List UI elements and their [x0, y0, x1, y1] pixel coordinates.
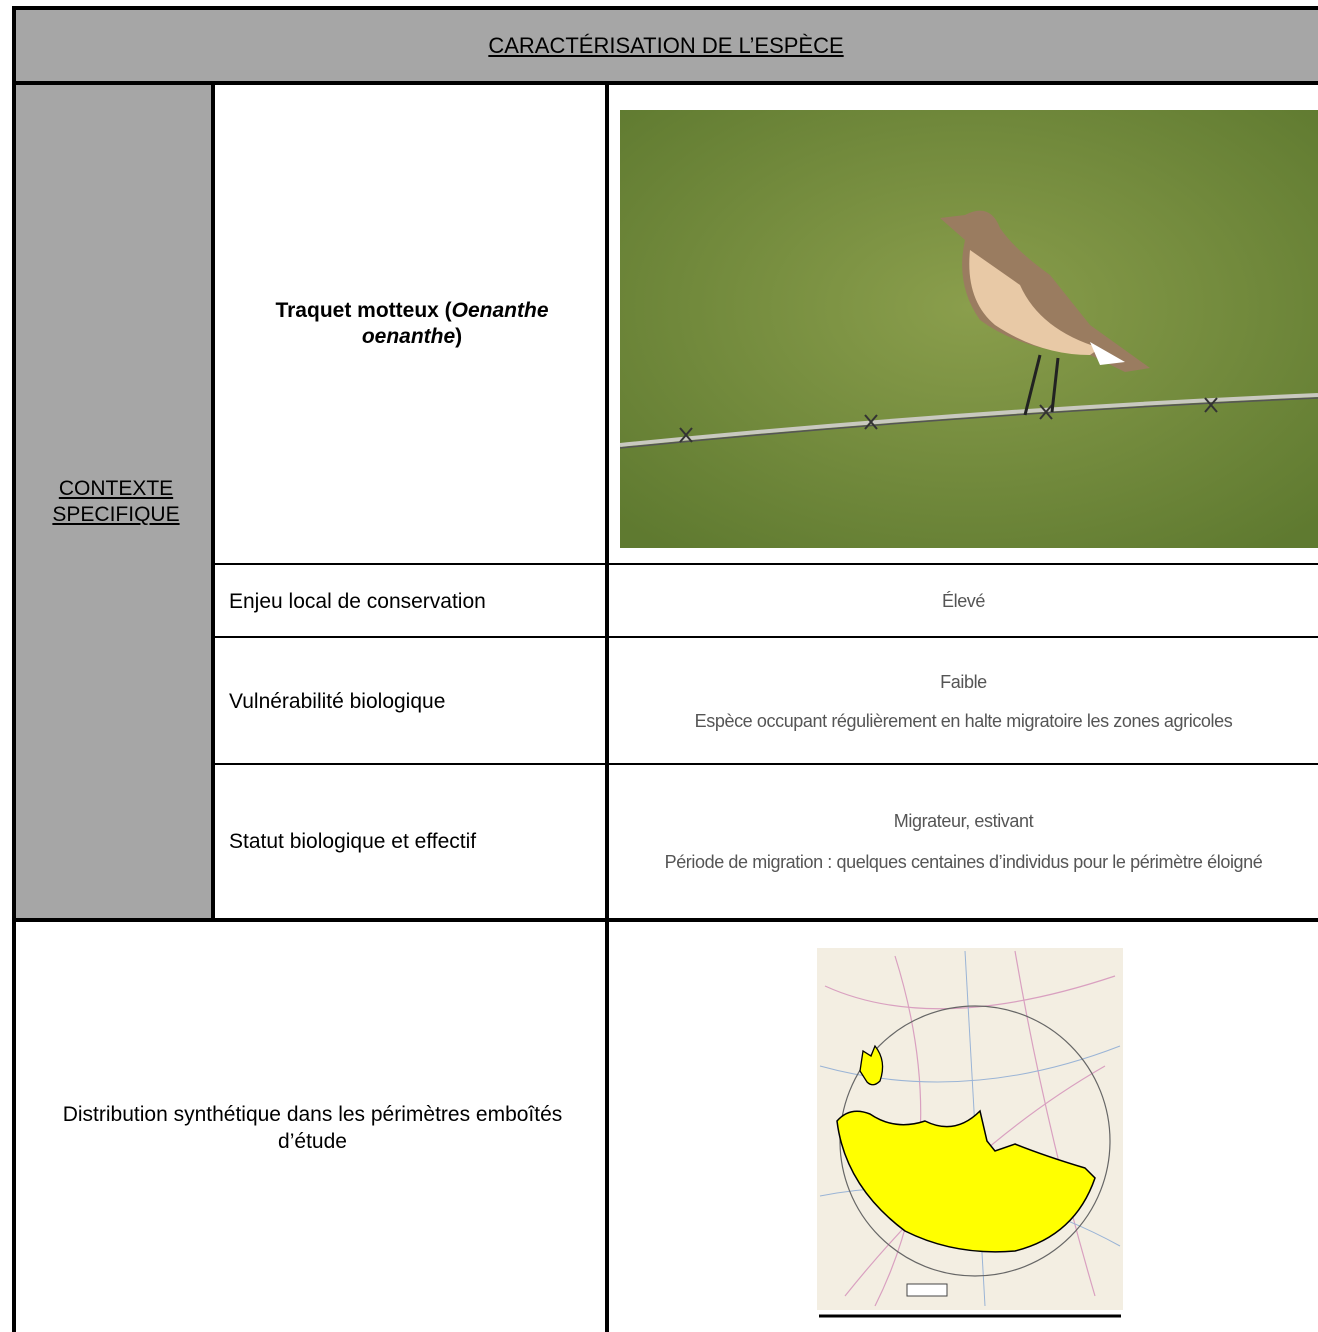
distribution-map [817, 948, 1123, 1318]
row-label: Statut biologique et effectif [217, 766, 607, 918]
species-cell: Traquet motteux (Oenanthe oenanthe) [217, 84, 607, 564]
border [213, 636, 1318, 638]
context-label: CONTEXTE SPECIFIQUE [52, 477, 180, 526]
bird-photo [620, 110, 1318, 548]
distribution-cell: Distribution synthétique dans les périmè… [18, 924, 607, 1332]
border [14, 918, 1318, 922]
row-label-text: Statut biologique et effectif [229, 830, 477, 853]
row-label: Enjeu local de conservation [217, 566, 607, 637]
row-label: Vulnérabilité biologique [217, 639, 607, 764]
species-name-start: Traquet motteux ( [275, 299, 452, 322]
border [12, 6, 16, 1332]
row-value: Faible Espèce occupant régulièrement en h… [609, 639, 1318, 764]
border [211, 84, 215, 920]
row-value-line: Période de migration : quelques centaine… [664, 851, 1263, 872]
row-value-line: Migrateur, estivant [893, 810, 1034, 831]
row-value-line: Faible [940, 671, 987, 692]
row-value: Élevé [609, 566, 1318, 637]
border [605, 84, 609, 1332]
row-label-text: Enjeu local de conservation [229, 589, 486, 613]
species-name-end: ) [455, 325, 463, 348]
row-value-line: Espèce occupant régulièrement en halte m… [694, 710, 1233, 731]
row-value-line: Élevé [941, 591, 986, 611]
border [14, 6, 1318, 10]
distribution-label: Distribution synthétique dans les périmè… [62, 1103, 563, 1153]
context-column: CONTEXTE SPECIFIQUE [14, 84, 213, 920]
species-name-italic: Oenanthe oenanthe [361, 299, 549, 348]
row-label-text: Vulnérabilité biologique [229, 689, 446, 713]
species-name: Traquet motteux (Oenanthe oenanthe) [235, 298, 589, 350]
border [213, 563, 1318, 565]
row-value: Migrateur, estivant Période de migration … [609, 766, 1318, 918]
border [14, 81, 1318, 85]
border [213, 763, 1318, 765]
header: CARACTÉRISATION DE L’ESPÈCE [14, 8, 1318, 84]
header-title: CARACTÉRISATION DE L’ESPÈCE [488, 33, 844, 58]
